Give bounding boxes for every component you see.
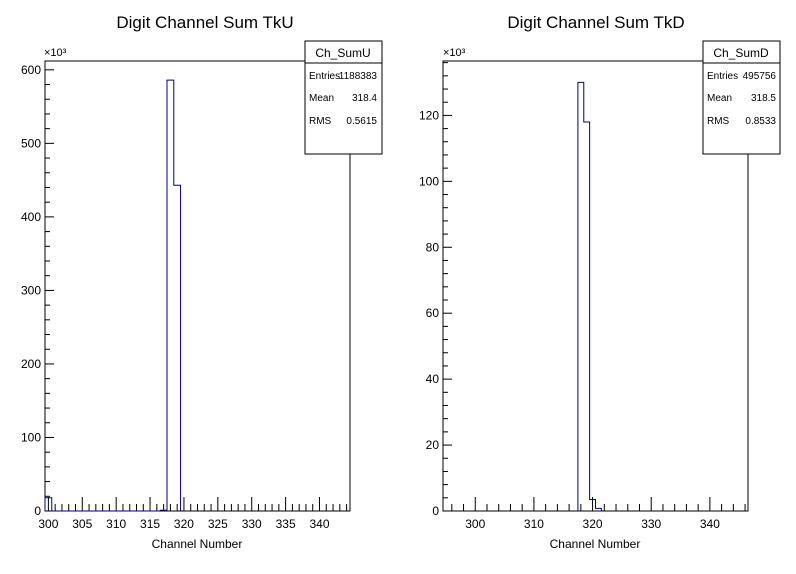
x-tick-label: 315 (140, 517, 160, 531)
x-tick-label: 335 (276, 517, 296, 531)
stats-rms-label: RMS (707, 116, 730, 127)
y-tick-label: 600 (21, 63, 41, 77)
stats-title: Ch_SumU (315, 46, 370, 60)
histogram-series (577, 81, 602, 511)
stats-mean-value: 318.5 (751, 93, 776, 104)
x-tick-label: 340 (309, 517, 329, 531)
x-tick-label: 330 (641, 517, 661, 531)
stats-mean-label: Mean (309, 93, 334, 104)
x-tick-labels: 300 310 320 330 340 (465, 517, 720, 531)
stats-mean-label: Mean (707, 93, 732, 104)
x-tick-labels: 300 305 310 315 320 325 330 335 340 (38, 517, 329, 531)
y-tick-label: 120 (419, 108, 439, 122)
x-tick-label: 310 (524, 517, 544, 531)
y-tick-label: 100 (21, 430, 41, 444)
histogram-series (44, 79, 182, 512)
y-multiplier-label: ×10³ (443, 47, 466, 59)
axis-ticks (45, 69, 348, 512)
stats-title: Ch_SumD (713, 46, 769, 60)
y-tick-label: 400 (21, 210, 41, 224)
stats-rms-label: RMS (309, 116, 332, 127)
x-tick-label: 310 (106, 517, 126, 531)
stats-box: Ch_SumU Entries 1188383 Mean 318.4 RMS 0… (304, 40, 383, 155)
y-multiplier-label: ×10³ (44, 47, 67, 59)
x-tick-label: 320 (583, 517, 603, 531)
x-tick-label: 330 (242, 517, 262, 531)
y-tick-label: 40 (426, 372, 440, 386)
x-tick-label: 300 (38, 517, 58, 531)
x-axis-label: Channel Number (152, 537, 243, 551)
stats-box: Ch_SumD Entries 495756 Mean 318.5 RMS 0.… (702, 40, 781, 155)
y-tick-label: 80 (426, 240, 440, 254)
axis-ticks (443, 62, 746, 512)
x-tick-label: 320 (174, 517, 194, 531)
y-tick-label: 0 (432, 504, 439, 518)
panel-tku: Digit Channel Sum TkU ×10³ 0 100 200 300 400… (21, 13, 383, 551)
y-tick-label: 300 (21, 283, 41, 297)
stats-entries-value: 495756 (743, 71, 777, 82)
y-tick-label: 0 (34, 504, 41, 518)
panel-tkd: Digit Channel Sum TkD ×10³ 0 20 40 60 80 100 1… (419, 13, 781, 551)
y-tick-label: 60 (426, 306, 440, 320)
y-tick-label: 200 (21, 357, 41, 371)
plot-frame (44, 60, 351, 512)
stats-rms-value: 0.8533 (745, 116, 776, 127)
chart-title: Digit Channel Sum TkU (116, 13, 293, 32)
stats-rms-value: 0.5615 (346, 116, 377, 127)
y-tick-labels: 0 20 40 60 80 100 120 (419, 108, 439, 518)
stats-mean-value: 318.4 (352, 93, 377, 104)
y-tick-label: 500 (21, 136, 41, 150)
x-axis-label: Channel Number (550, 537, 641, 551)
x-tick-label: 325 (208, 517, 228, 531)
stats-entries-label: Entries (309, 71, 340, 82)
plot-frame (442, 60, 749, 512)
y-tick-label: 100 (419, 174, 439, 188)
y-tick-labels: 0 100 200 300 400 500 600 (21, 63, 41, 518)
x-tick-label: 300 (465, 517, 485, 531)
chart-title: Digit Channel Sum TkD (507, 13, 684, 32)
stats-entries-value: 1188383 (339, 71, 378, 82)
x-tick-label: 340 (700, 517, 720, 531)
y-tick-label: 20 (426, 438, 440, 452)
stats-entries-label: Entries (707, 71, 738, 82)
x-tick-label: 305 (72, 517, 92, 531)
